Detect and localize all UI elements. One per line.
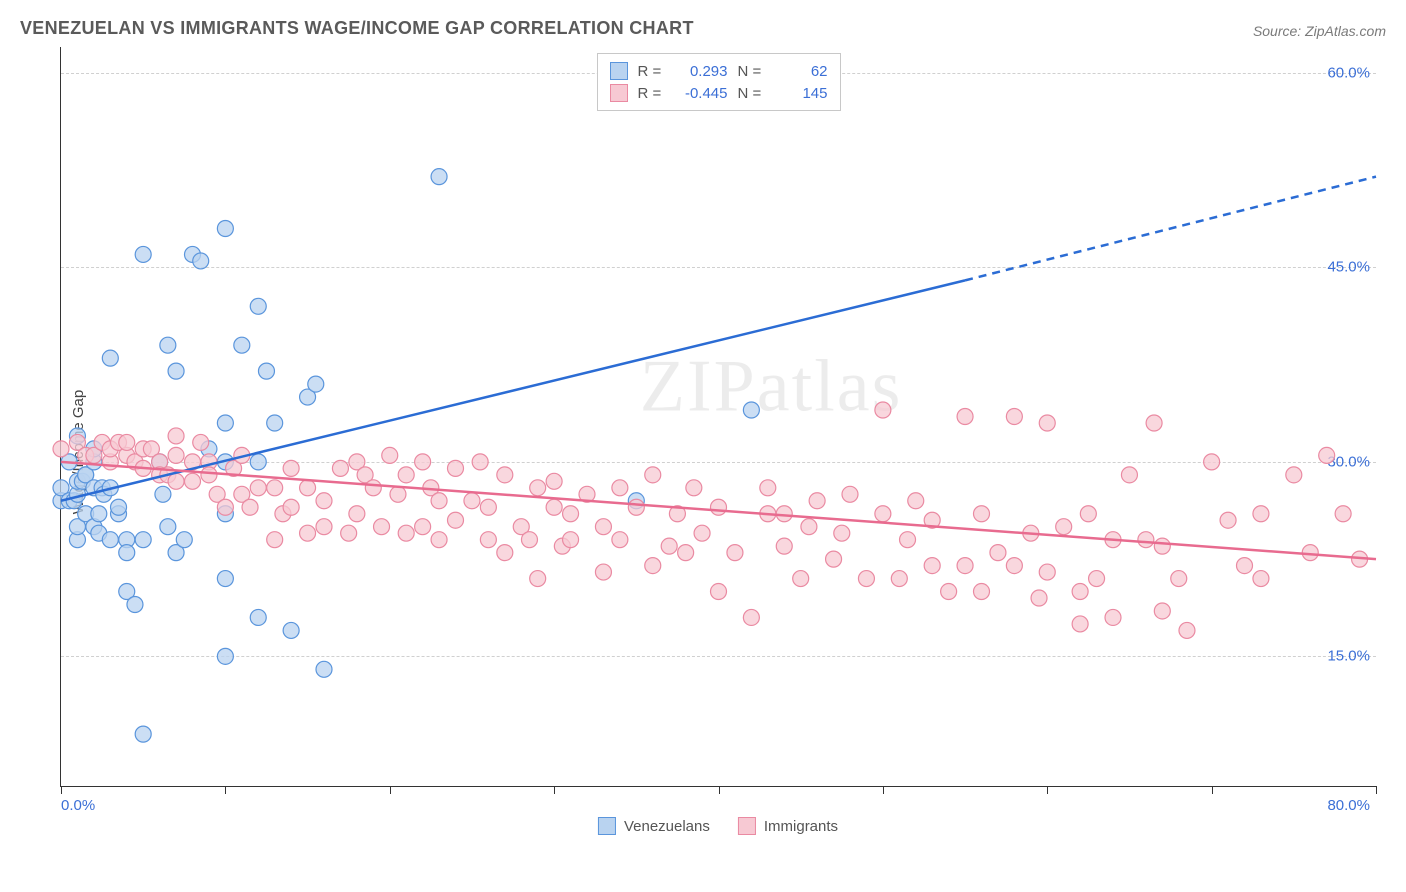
x-tick (225, 786, 226, 794)
x-tick-label: 0.0% (61, 797, 95, 814)
r-value-venezuelans: 0.293 (676, 63, 728, 80)
r-label: R = (638, 63, 666, 80)
n-label: N = (738, 85, 766, 102)
legend-venezuelans-label: Venezuelans (624, 818, 710, 835)
chart-title: VENEZUELAN VS IMMIGRANTS WAGE/INCOME GAP… (20, 18, 694, 39)
x-tick (883, 786, 884, 794)
correlation-legend: R = 0.293 N = 62 R = -0.445 N = 145 (597, 53, 841, 111)
swatch-venezuelans-icon (598, 817, 616, 835)
x-tick (719, 786, 720, 794)
x-tick (554, 786, 555, 794)
source-label: Source: ZipAtlas.com (1253, 23, 1386, 39)
legend-immigrants-label: Immigrants (764, 818, 838, 835)
scatter-svg (61, 47, 1376, 786)
series-legend: Venezuelans Immigrants (598, 817, 838, 835)
swatch-venezuelans-icon (610, 62, 628, 80)
n-label: N = (738, 63, 766, 80)
chart-area: Wage/Income Gap ZIPatlas R = 0.293 N = 6… (50, 47, 1386, 857)
n-value-venezuelans: 62 (776, 63, 828, 80)
swatch-immigrants-icon (738, 817, 756, 835)
x-tick-label: 80.0% (1327, 797, 1370, 814)
n-value-immigrants: 145 (776, 85, 828, 102)
x-tick (61, 786, 62, 794)
x-tick (390, 786, 391, 794)
plot-region: ZIPatlas R = 0.293 N = 62 R = -0.445 N =… (60, 47, 1376, 787)
x-tick (1376, 786, 1377, 794)
x-tick (1047, 786, 1048, 794)
swatch-immigrants-icon (610, 84, 628, 102)
r-value-immigrants: -0.445 (676, 85, 728, 102)
r-label: R = (638, 85, 666, 102)
x-tick (1212, 786, 1213, 794)
